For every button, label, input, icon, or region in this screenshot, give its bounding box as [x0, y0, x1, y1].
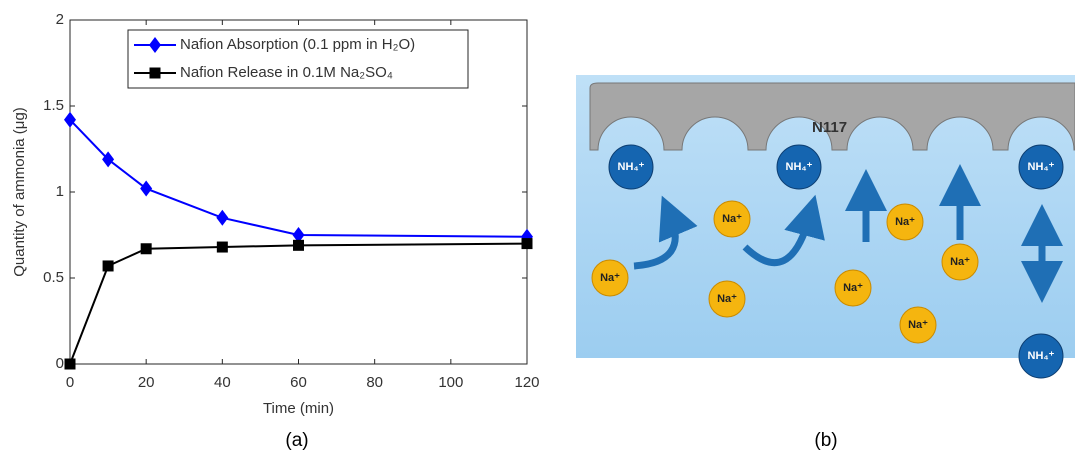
ion-label: NH₄⁺: [1028, 161, 1055, 173]
x-axis-label: Time (min): [263, 400, 334, 417]
data-point: [217, 242, 228, 253]
legend-label: Nafion Absorption (0.1 ppm in H₂O): [180, 36, 415, 53]
ion-label: Na⁺: [908, 319, 928, 331]
y-tick-label: 1.5: [43, 97, 64, 114]
data-point: [103, 260, 114, 271]
ion-label: NH₄⁺: [786, 161, 813, 173]
ion-label: Na⁺: [950, 256, 970, 268]
ion-label: Na⁺: [717, 293, 737, 305]
ion-label: NH₄⁺: [618, 161, 645, 173]
x-tick-label: 60: [290, 374, 307, 391]
ion-label: Na⁺: [722, 213, 742, 225]
legend-label: Nafion Release in 0.1M Na₂SO₄: [180, 64, 393, 81]
y-axis-label: Quantity of ammonia (μg): [11, 107, 28, 277]
figure: N117 (a) (b) 0 20 40 60 80 100 120 0 0.5 1 1.5 2 Tim…: [0, 0, 1075, 459]
ion-label: NH₄⁺: [1028, 350, 1055, 362]
panel-label: (a): [285, 430, 308, 451]
y-tick-label: 0: [56, 355, 64, 372]
ion-label: Na⁺: [895, 216, 915, 228]
panel-label: (b): [814, 430, 837, 451]
data-point: [65, 359, 76, 370]
data-point: [141, 243, 152, 254]
data-point: [522, 238, 533, 249]
data-point: [293, 240, 304, 251]
ion-label: Na⁺: [600, 272, 620, 284]
y-tick-label: 0.5: [43, 269, 64, 286]
y-tick-label: 1: [56, 183, 64, 200]
x-tick-label: 100: [438, 374, 463, 391]
y-tick-label: 2: [56, 11, 64, 28]
x-tick-label: 20: [138, 374, 155, 391]
membrane-label: N117: [812, 119, 847, 136]
membrane: [590, 83, 1075, 150]
legend: Nafion Absorption (0.1 ppm in H₂O) Nafion…: [128, 30, 468, 88]
x-tick-label: 40: [214, 374, 231, 391]
x-tick-label: 120: [514, 374, 539, 391]
x-tick-label: 80: [366, 374, 383, 391]
legend-marker: [150, 68, 161, 79]
ion-label: Na⁺: [843, 282, 863, 294]
x-tick-label: 0: [66, 374, 74, 391]
